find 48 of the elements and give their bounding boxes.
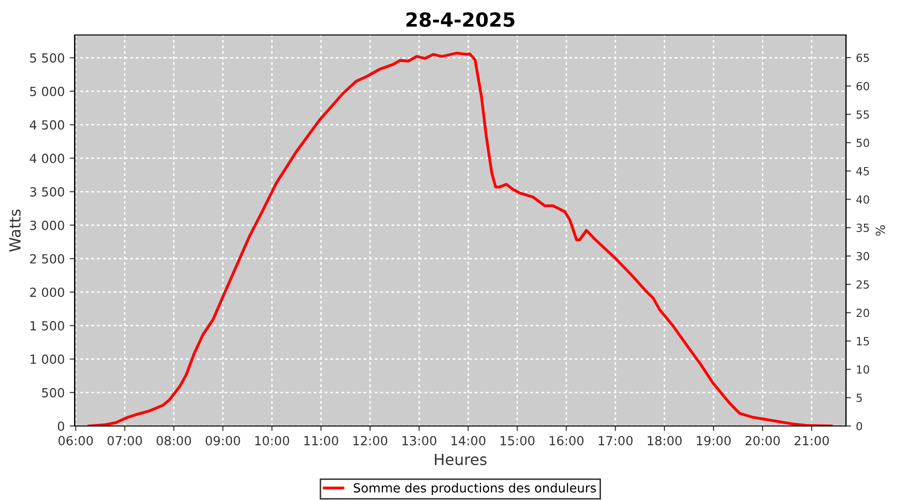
y2-tick-label: 60 xyxy=(856,82,870,90)
x-tick-label: 18:00 xyxy=(648,436,682,446)
x-tick-label: 16:00 xyxy=(550,436,584,446)
y2-tick-label: 25 xyxy=(856,280,869,289)
x-tick-label: 08:00 xyxy=(156,436,191,446)
x-tick-label: 10:00 xyxy=(255,436,290,446)
chart-title: 28-4-2025 xyxy=(406,12,514,27)
y2-tick-label: 15 xyxy=(856,337,869,346)
y-tick-label: 3 000 xyxy=(30,220,64,230)
y2-tick-label: 50 xyxy=(856,138,870,148)
x-tick-label: 06:00 xyxy=(58,436,93,446)
y-tick-label: 1 500 xyxy=(30,321,64,330)
y-tick-label: 500 xyxy=(42,388,64,398)
y2-tick-label: 35 xyxy=(856,224,869,232)
x-tick-label: 09:00 xyxy=(206,436,240,446)
y-tick-label: 2 500 xyxy=(30,254,64,264)
x-tick-label: 21:00 xyxy=(794,436,829,446)
x-tick-label: 11:00 xyxy=(304,436,338,446)
y2-tick-label: 55 xyxy=(856,110,869,119)
x-axis-title: Heures xyxy=(434,454,487,466)
y2-tick-label: 10 xyxy=(856,365,870,374)
x-tick-label: 20:00 xyxy=(745,436,780,446)
y2-tick-label: 40 xyxy=(856,195,870,204)
line-series xyxy=(88,52,833,426)
x-tick-label: 17:00 xyxy=(598,436,633,446)
x-tick-label: 12:00 xyxy=(353,436,388,446)
x-tick-label: 07:00 xyxy=(108,436,142,446)
y2-tick-label: 20 xyxy=(856,308,870,318)
y-tick-label: 4 500 xyxy=(30,120,64,130)
y-tick-label: 3 500 xyxy=(30,187,64,197)
y2-tick-label: 5 xyxy=(856,394,862,402)
y-tick-label: 2 000 xyxy=(30,288,64,298)
x-tick-label: 15:00 xyxy=(500,436,534,446)
x-tick-label: 14:00 xyxy=(452,436,486,446)
y-tick-label: 5 000 xyxy=(30,86,64,96)
y-tick-label: 1 000 xyxy=(30,354,64,364)
y-tick-label: 4 000 xyxy=(30,154,64,164)
y2-tick-label: 0 xyxy=(856,422,862,430)
y2-axis-title: % xyxy=(876,225,886,236)
y2-tick-label: 45 xyxy=(856,167,869,176)
y-tick-label: 5 500 xyxy=(30,53,64,63)
x-tick-label: 19:00 xyxy=(696,436,731,446)
y-axis-title: Watts xyxy=(9,210,21,252)
y-tick-label: 0 xyxy=(58,421,64,431)
y2-tick-label: 65 xyxy=(856,54,869,62)
y2-tick-label: 30 xyxy=(856,252,870,260)
legend-label: Somme des productions des onduleurs xyxy=(354,482,596,496)
x-tick-label: 13:00 xyxy=(402,436,436,446)
